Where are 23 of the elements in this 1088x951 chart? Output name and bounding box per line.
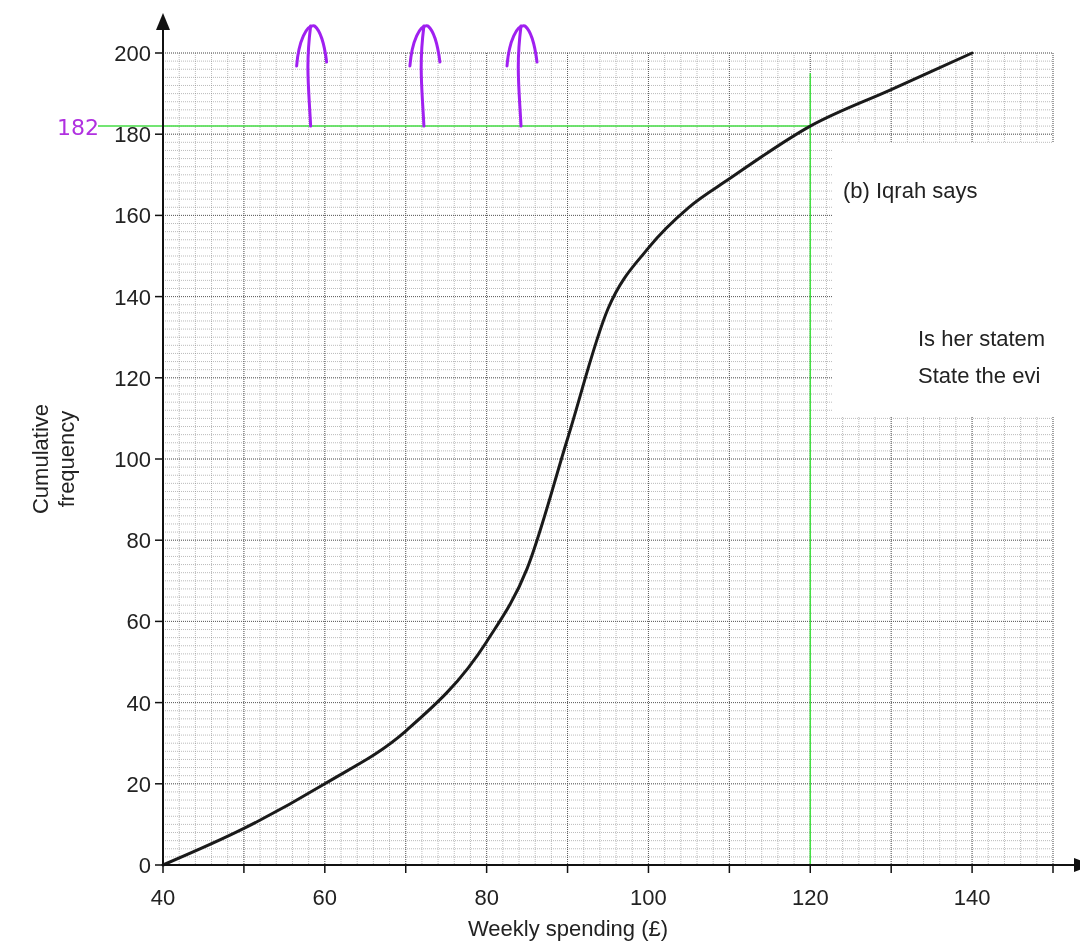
- annotation: State the evi: [918, 363, 1041, 388]
- x-tick-label: 120: [791, 885, 829, 910]
- annotation: (b) Iqrah says: [843, 178, 978, 203]
- annotation: Is her statem: [918, 326, 1046, 351]
- y-tick-label: 0: [138, 853, 151, 878]
- y-tick-label: 120: [114, 365, 151, 391]
- y-tick-label: 40: [126, 690, 151, 716]
- y-tick-label: 200: [114, 41, 151, 66]
- y-tick-label: 80: [126, 528, 151, 554]
- x-tick-label: 140: [953, 885, 991, 910]
- x-tick-label: 80: [474, 885, 499, 910]
- x-axis-title: Weekly spending (£): [467, 916, 669, 941]
- y-tick-label: 140: [114, 284, 151, 310]
- x-tick-label: 40: [150, 885, 176, 910]
- y-tick-label: 60: [126, 609, 151, 635]
- y-tick-label: 160: [114, 203, 151, 229]
- x-tick-label: 60: [312, 885, 338, 910]
- ref-line-label: 182: [57, 115, 99, 141]
- y-tick-label: 20: [126, 771, 151, 797]
- y-axis-title: Cumulative frequency: [28, 403, 79, 515]
- y-tick-label: 100: [114, 447, 151, 472]
- x-tick-label: 100: [630, 885, 667, 910]
- y-tick-label: 180: [114, 122, 151, 148]
